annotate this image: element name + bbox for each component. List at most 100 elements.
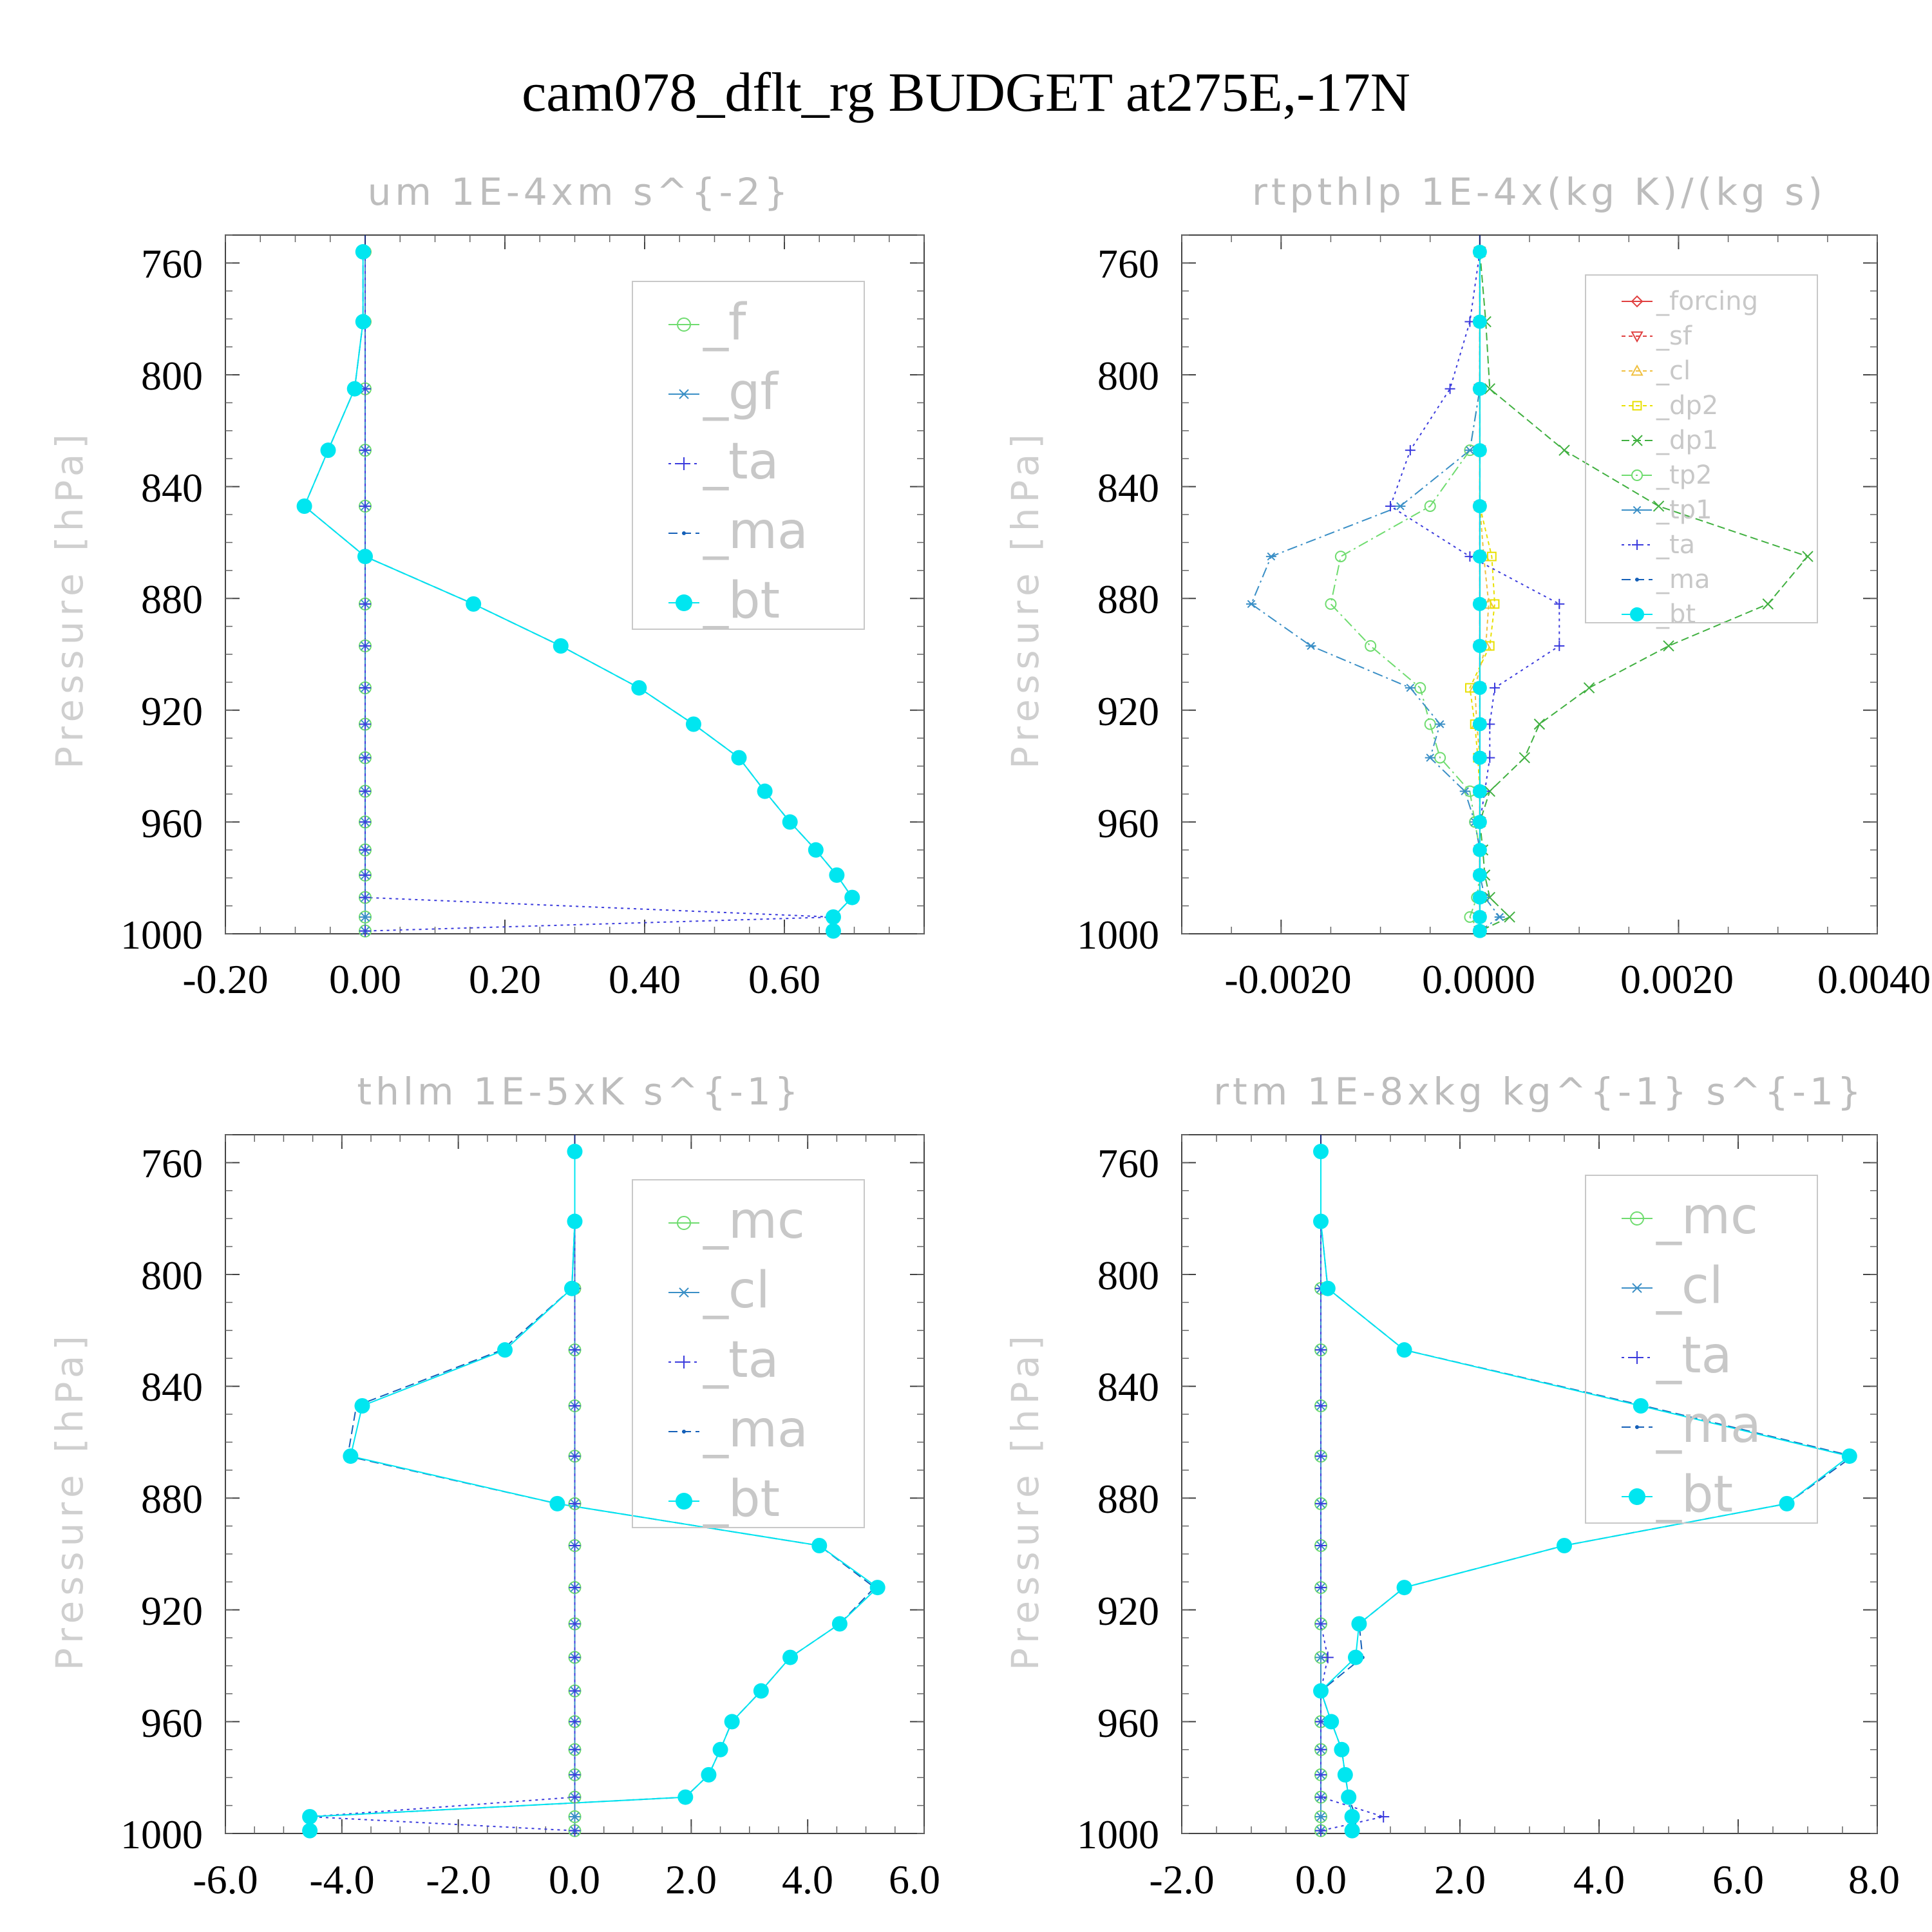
panel-thlm-legend-markers xyxy=(668,1216,699,1510)
data-point xyxy=(1341,1789,1357,1805)
data-point xyxy=(1583,682,1595,694)
data-point xyxy=(359,718,371,730)
panel-thlm-xtick: 2.0 xyxy=(665,1857,717,1902)
panel-thlm-plot xyxy=(225,1134,925,1839)
legend-marker-cl xyxy=(1631,364,1643,376)
data-point xyxy=(497,1342,513,1358)
panel-um-xtick: 0.20 xyxy=(469,956,541,1002)
panel-um-legend-label: _f xyxy=(703,294,747,352)
data-point xyxy=(569,1450,581,1463)
panel-rtpthlp-legend-label: _tp1 xyxy=(1656,495,1712,525)
panel-um-ytick: 760 xyxy=(141,241,203,287)
data-point xyxy=(1435,720,1446,728)
legend-marker-ta xyxy=(1631,1351,1643,1364)
data-point xyxy=(712,1741,728,1757)
panel-rtm: rtm 1E-8xkg kg^{-1} s^{-1} Pressure [hPa… xyxy=(1003,1070,1900,1902)
data-point xyxy=(1802,551,1814,562)
panel-um-legend-box xyxy=(632,281,865,630)
data-point xyxy=(569,1497,581,1510)
panel-rtm-legend-label: _mc xyxy=(1656,1188,1758,1245)
legend-marker-tp2 xyxy=(1631,469,1643,481)
panel-rtm-legend-label: _ta xyxy=(1656,1327,1732,1385)
data-point xyxy=(302,1808,318,1824)
data-point xyxy=(1472,923,1487,938)
panel-rtm-ytick: 960 xyxy=(1097,1700,1159,1746)
data-point xyxy=(549,1495,565,1511)
data-point xyxy=(346,381,363,397)
data-point xyxy=(1265,552,1276,561)
tick-marks xyxy=(225,1134,925,1834)
tick-marks xyxy=(225,234,925,934)
panel-thlm-ytick: 880 xyxy=(141,1476,203,1522)
data-point xyxy=(1558,444,1570,456)
panel-rtpthlp-title: rtpthlp 1E-4x(kg K)/(kg s) xyxy=(1252,170,1826,214)
data-point xyxy=(1246,600,1256,609)
panel-rtm-ytick: 800 xyxy=(1097,1253,1159,1298)
data-point xyxy=(359,844,371,856)
panel-thlm-ytick: 760 xyxy=(141,1141,203,1186)
series-line-dp1 xyxy=(1479,251,1809,932)
data-point xyxy=(343,1448,359,1464)
data-point xyxy=(1424,500,1436,512)
data-point xyxy=(1533,718,1546,730)
panel-thlm-xtick: 4.0 xyxy=(782,1857,833,1902)
legend-marker-bt xyxy=(676,1493,692,1510)
data-point xyxy=(359,752,371,764)
panel-um-legend: _f _gf _ta _ma _bt xyxy=(632,281,865,630)
panel-rtm-ytick: 880 xyxy=(1097,1476,1159,1522)
panel-rtpthlp-ytick: 800 xyxy=(1097,353,1159,399)
data-point xyxy=(1490,683,1500,694)
data-point xyxy=(1334,551,1347,563)
data-point xyxy=(1653,500,1665,512)
data-point xyxy=(359,816,371,828)
data-point xyxy=(1313,1683,1329,1699)
panel-thlm-legend-label: _cl xyxy=(703,1262,770,1320)
data-point xyxy=(355,314,371,330)
legend-marker-cl xyxy=(1631,1283,1643,1293)
data-point xyxy=(359,869,371,881)
data-point xyxy=(1351,1616,1367,1632)
data-point xyxy=(1425,753,1435,762)
data-point xyxy=(631,680,647,696)
data-point xyxy=(553,638,569,654)
data-point xyxy=(1315,1399,1327,1412)
data-point xyxy=(1365,639,1377,652)
data-point xyxy=(1490,599,1500,609)
data-point xyxy=(1472,596,1487,611)
panel-rtm-xtick: 4.0 xyxy=(1573,1857,1625,1902)
panel-rtpthlp-xtick: 0.0040 xyxy=(1817,956,1931,1002)
data-point xyxy=(1484,383,1495,395)
data-point xyxy=(354,1397,370,1414)
panel-rtpthlp-legend-markers xyxy=(1622,295,1653,621)
data-point xyxy=(1841,1448,1857,1464)
data-point xyxy=(1779,1495,1795,1511)
data-point xyxy=(1325,598,1337,610)
data-point xyxy=(869,1580,886,1596)
data-point xyxy=(1378,1810,1390,1823)
panel-rtm-ytick: 920 xyxy=(1097,1588,1159,1634)
data-point xyxy=(1472,890,1487,905)
data-point xyxy=(1519,752,1530,764)
data-point xyxy=(1315,1812,1327,1821)
data-point xyxy=(1472,842,1487,857)
figure-title: cam078_dflt_rg BUDGET at275E,-17N xyxy=(522,61,1410,123)
data-point xyxy=(1472,681,1487,696)
data-point xyxy=(569,1685,581,1697)
data-point xyxy=(1472,815,1487,829)
data-point xyxy=(753,1683,769,1699)
panel-rtpthlp-legend-label: _forcing xyxy=(1656,287,1758,316)
panel-rtpthlp-ytick: 920 xyxy=(1097,688,1159,734)
data-point xyxy=(731,750,747,766)
panel-rtm-xtick: 0.0 xyxy=(1295,1857,1347,1902)
legend-marker-ma xyxy=(682,531,686,535)
legend-marker-sf xyxy=(1631,331,1643,343)
data-point xyxy=(359,639,371,652)
legend-marker-f xyxy=(677,317,691,332)
panel-um-legend-label: _bt xyxy=(703,572,780,630)
legend-marker-gf xyxy=(677,389,690,399)
data-point xyxy=(1320,1280,1336,1296)
data-point xyxy=(1554,640,1565,651)
panel-thlm-legend-label: _ma xyxy=(703,1401,808,1459)
data-point xyxy=(569,1791,581,1803)
